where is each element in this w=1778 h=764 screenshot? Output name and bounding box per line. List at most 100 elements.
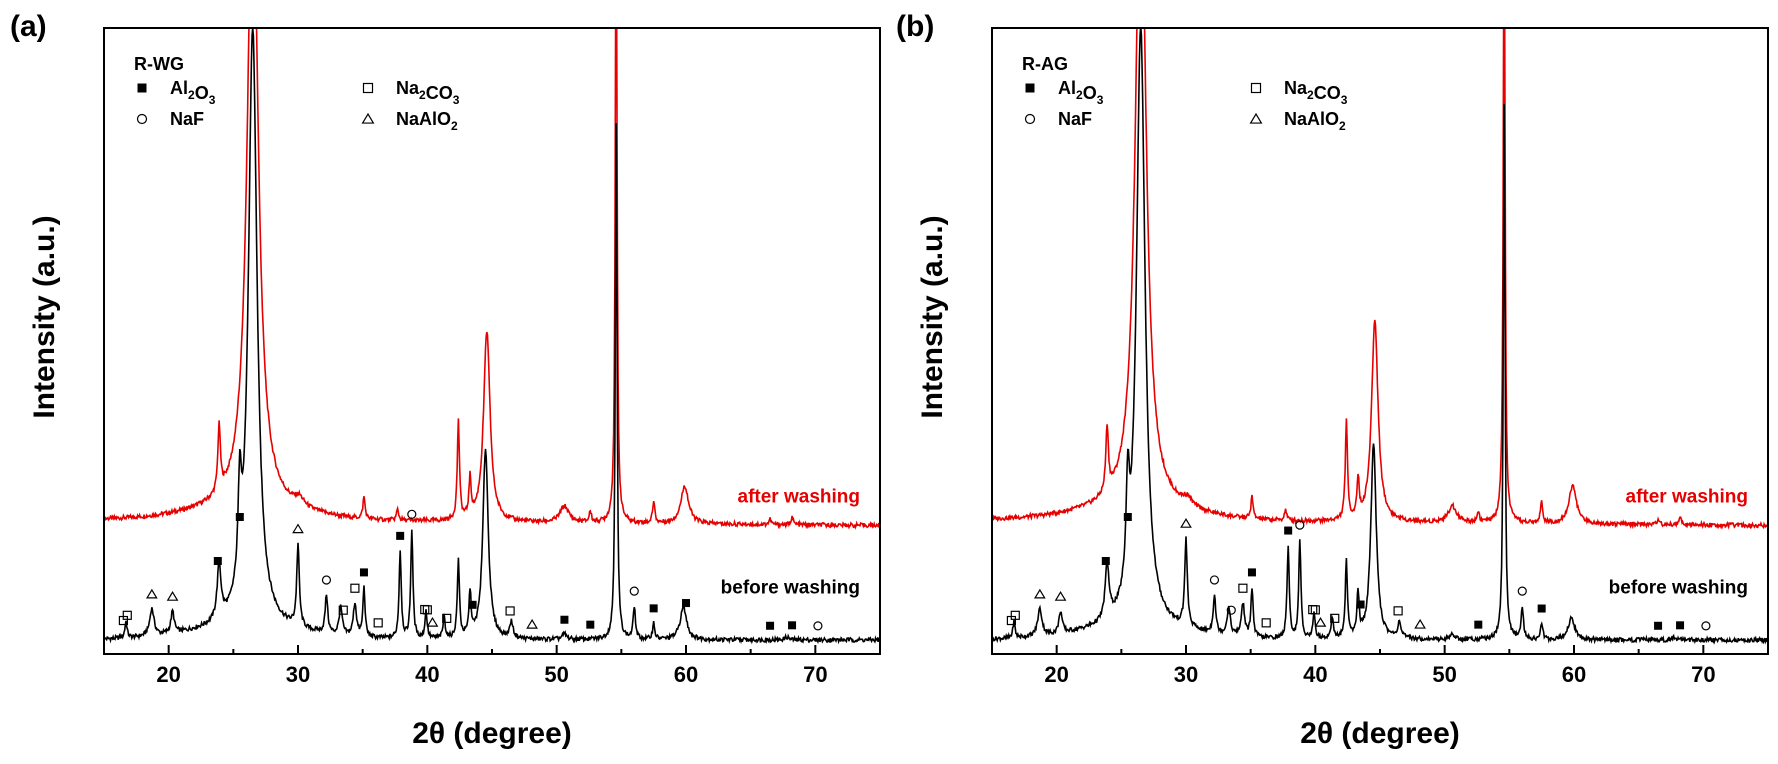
x-tick-label: 20 [1044,662,1068,687]
series-line-before-washing [992,28,1768,645]
x-tick-label: 30 [1174,662,1198,687]
phase-marker-open-triangle [526,618,538,629]
phase-marker-open-square [122,610,132,620]
x-tick-label: 70 [803,662,827,687]
legend-entry-al2o3: Al2O3 [170,78,216,107]
phase-marker-filled-square [1101,556,1110,565]
legend-entry-naalo2: NaAlO2 [396,109,458,133]
phase-marker-open-square [1393,606,1403,616]
phase-marker-open-square [422,605,432,615]
chart-panel-b: after washing before washing 20 30 40 50 60 70 2… [896,10,1769,750]
panel-label: (a) [10,10,47,43]
phase-marker-open-triangle [1314,616,1327,627]
phase-marker-open-square [1330,613,1340,623]
x-tick-label: 50 [544,662,568,687]
legend-symbol-filled-square [137,83,147,93]
phase-marker-filled-square [213,557,222,566]
x-tick-label: 40 [415,662,439,687]
legend-symbol-open-square [1250,82,1262,94]
phase-marker-open-triangle [1414,618,1426,629]
y-axis-title: Intensity (a.u.) [28,215,61,418]
phase-marker-open-triangle [145,588,158,599]
legend-symbol-open-square [362,82,374,94]
phase-marker-filled-square [468,600,477,609]
series-label-after-washing: after washing [738,486,860,507]
series-line-after-washing [992,28,1768,530]
phase-marker-filled-square [1284,526,1293,535]
legend-entry-na2co3: Na2CO3 [396,78,460,107]
phase-marker-open-circle [813,621,823,631]
phase-marker-open-square [1010,610,1020,620]
phase-marker-filled-square [682,599,690,608]
legend-symbol-filled-square [1025,83,1035,93]
x-tick-label: 70 [1691,662,1715,687]
phase-marker-open-triangle [1033,588,1046,599]
x-tick-label: 60 [1562,662,1586,687]
x-tick-label: 20 [156,662,180,687]
x-tick-label: 30 [286,662,310,687]
phase-marker-open-circle [1209,575,1220,585]
series-label-after-washing: after washing [1626,486,1748,507]
phase-marker-filled-square [586,620,595,629]
phase-marker-filled-square [1654,621,1663,630]
legend-entry-naf: NaF [170,109,204,129]
phase-marker-open-square [442,613,452,623]
chart-panel-a: after washing before washing 20 30 40 50 60 70 2… [10,10,881,750]
x-tick-label: 40 [1303,662,1327,687]
series-label-before-washing: before washing [1609,578,1748,599]
x-tick-label: 50 [1432,662,1456,687]
legend-entry-naf: NaF [1058,109,1092,129]
phase-marker-open-square [1261,618,1271,628]
phase-marker-open-square [1238,583,1248,593]
phase-marker-open-square [1310,605,1320,615]
legend-entry-na2co3: Na2CO3 [1284,78,1348,107]
legend-symbol-open-circle [1024,113,1036,125]
legend-symbol-open-triangle [1249,112,1263,124]
series-line-before-washing [104,28,880,645]
phase-marker-open-circle [407,509,417,519]
phase-marker-filled-square [560,615,569,624]
phase-marker-filled-square [396,531,405,540]
phase-marker-open-square [373,618,383,628]
legend-entry-naalo2: NaAlO2 [1284,109,1346,133]
phase-marker-open-square [350,583,360,593]
legend-title: R-WG [134,54,184,74]
y-axis-title: Intensity (a.u.) [916,215,949,418]
phase-marker-open-circle [1226,605,1236,615]
legend-title: R-AG [1022,54,1068,74]
phase-marker-filled-square [649,604,658,613]
phase-marker-open-square [420,604,430,615]
phase-marker-open-circle [1517,586,1527,596]
phase-marker-filled-square [1537,604,1546,613]
phase-marker-open-square [1308,605,1318,615]
legend-symbol-open-circle [136,113,148,125]
panel-label: (b) [896,10,934,43]
phase-marker-open-triangle [292,523,304,534]
series-label-before-washing: before washing [721,578,860,599]
phase-marker-filled-square [1474,620,1483,629]
x-tick-label: 60 [674,662,698,687]
phase-marker-filled-square [359,568,368,577]
phase-marker-open-triangle [166,591,179,601]
series-line-after-washing [104,28,880,530]
phase-marker-open-circle [1701,621,1711,631]
phase-marker-filled-square [766,621,775,630]
phase-marker-open-triangle [1054,591,1067,601]
phase-marker-filled-square [1356,600,1365,609]
phase-marker-open-square [505,606,515,616]
phase-marker-filled-square [1676,621,1685,630]
legend-symbol-open-triangle [361,112,375,124]
phase-marker-open-triangle [1180,518,1192,528]
phase-marker-filled-square [1123,513,1132,521]
x-axis-title: 2θ (degree) [1300,717,1460,750]
x-axis-title: 2θ (degree) [412,717,572,750]
phase-marker-open-triangle [426,616,439,627]
phase-marker-open-circle [1295,520,1305,530]
legend-entry-al2o3: Al2O3 [1058,78,1104,107]
phase-marker-filled-square [235,513,244,521]
phase-marker-open-circle [629,586,639,596]
phase-marker-filled-square [1247,568,1256,577]
